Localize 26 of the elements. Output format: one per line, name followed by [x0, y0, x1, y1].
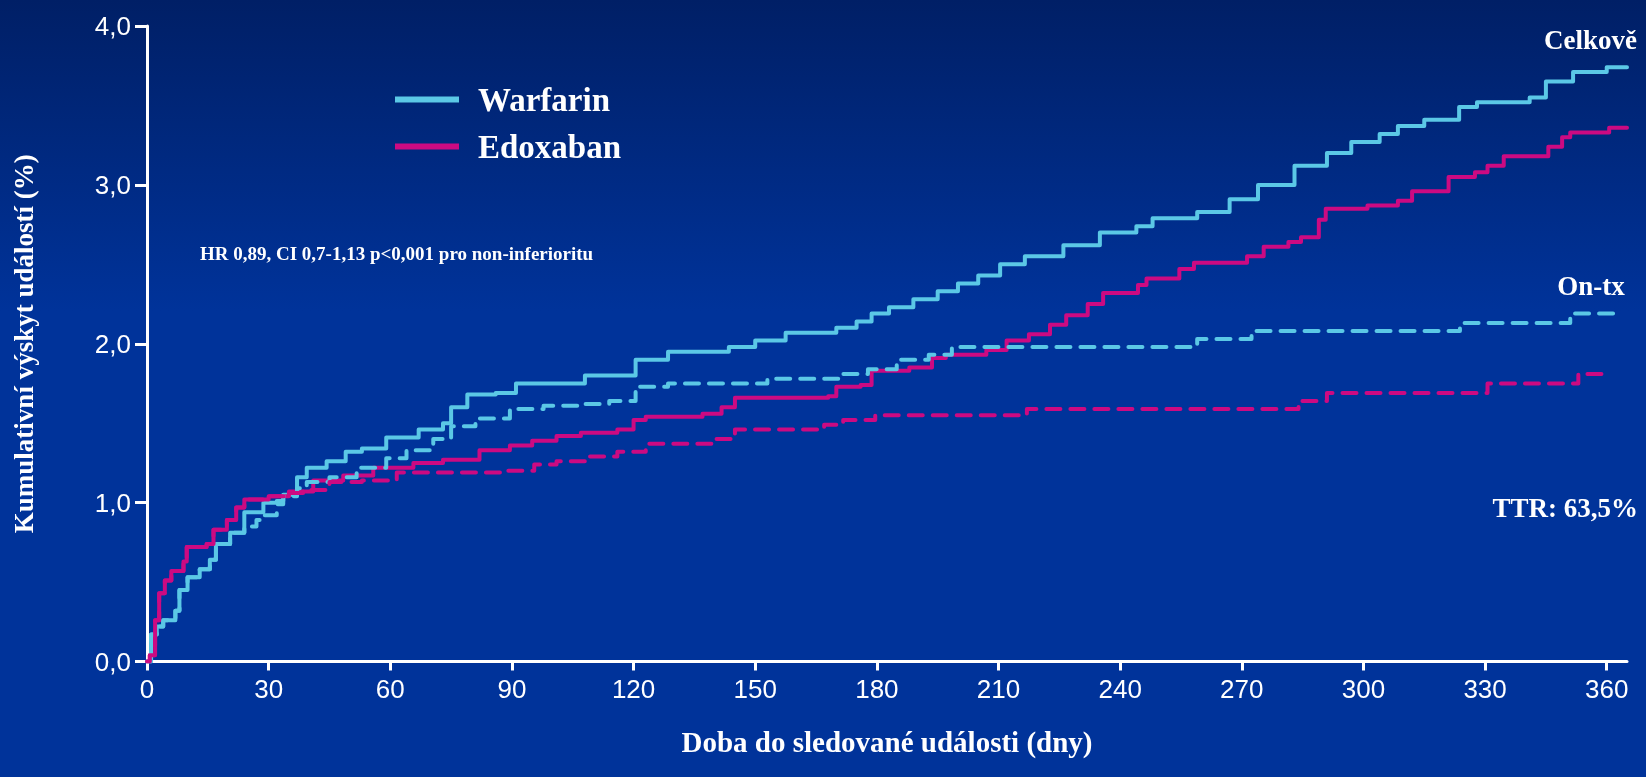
x-tick-label: 0: [139, 673, 155, 704]
x-tick-label: 180: [855, 673, 899, 704]
legend-label: Warfarin: [478, 81, 610, 118]
annotation: Celkově: [1544, 24, 1638, 55]
y-tick-label: 1,0: [94, 487, 131, 518]
y-tick-label: 3,0: [94, 169, 131, 200]
x-tick-label: 360: [1585, 673, 1629, 704]
y-tick-label: 4,0: [94, 11, 131, 41]
x-tick-label: 90: [497, 673, 527, 704]
y-axis-title: Kumulativní výskyt událostí (%): [8, 154, 39, 534]
y-tick-label: 2,0: [94, 328, 131, 359]
x-tick-label: 330: [1463, 673, 1507, 704]
x-tick-label: 120: [611, 673, 656, 704]
x-tick-label: 270: [1220, 673, 1264, 704]
annotation: HR 0,89, CI 0,7-1,13 p<0,001 pro non-inferioritu: [200, 243, 594, 264]
x-tick-label: 30: [254, 673, 284, 704]
legend-label: Edoxaban: [478, 128, 622, 165]
x-axis-title: Doba do sledované události (dny): [681, 726, 1093, 759]
y-tick-label: 0,0: [94, 646, 131, 677]
x-tick-label: 150: [733, 673, 777, 704]
x-tick-label: 300: [1341, 673, 1386, 704]
x-tick-label: 60: [375, 673, 405, 704]
annotation: On-tx: [1557, 271, 1626, 302]
x-tick-label: 210: [976, 673, 1021, 704]
annotation: TTR: 63,5%: [1492, 492, 1638, 523]
x-tick-label: 240: [1098, 673, 1142, 704]
